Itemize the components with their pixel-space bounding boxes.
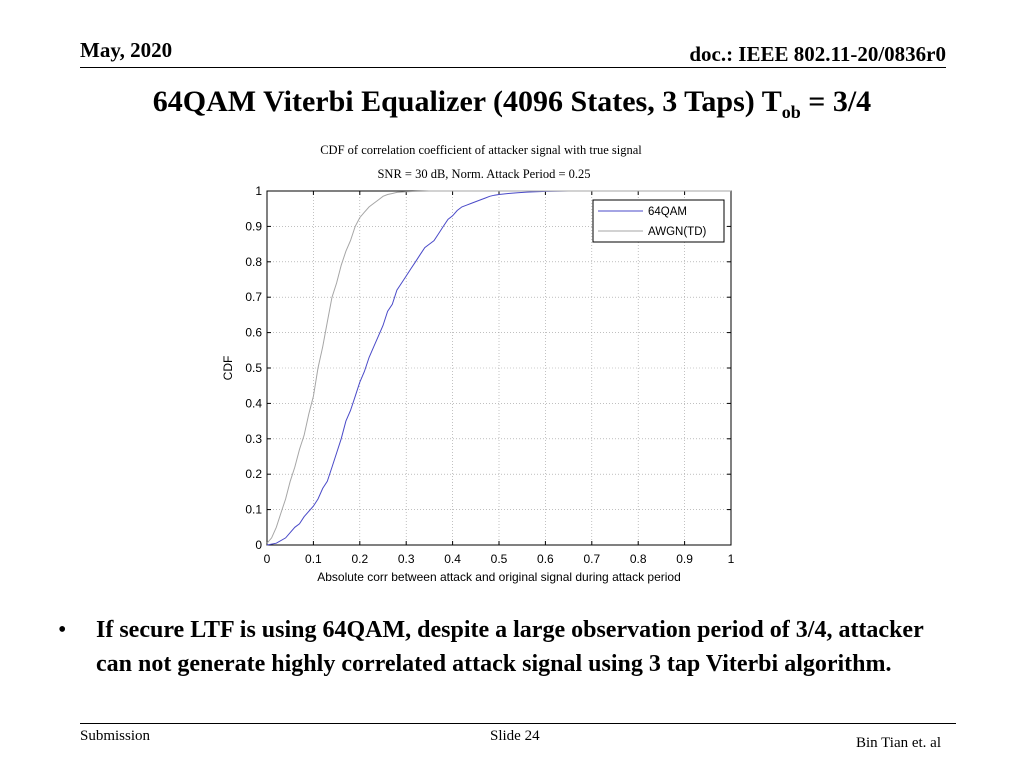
y-tick-label: 1: [255, 184, 262, 198]
header-date: May, 2020: [80, 38, 173, 62]
slide-title: 64QAM Viterbi Equalizer (4096 States, 3 …: [0, 85, 1024, 123]
chart-grid: [267, 191, 731, 545]
y-tick-label: 0: [255, 538, 262, 552]
chart-legend: 64QAM AWGN(TD): [592, 199, 725, 243]
bullet-text: If secure LTF is using 64QAM, despite a …: [96, 617, 924, 677]
footer-slide-number: Slide 24: [490, 728, 540, 744]
chart-title: CDF of correlation coefficient of attack…: [320, 143, 642, 157]
chart-series: [266, 190, 731, 546]
y-tick-label: 0.2: [245, 467, 262, 481]
series-line-64qam: [266, 190, 731, 546]
x-tick-label: 0.8: [630, 552, 647, 566]
y-tick-label: 0.5: [245, 361, 262, 375]
x-tick-label: 0.6: [537, 552, 554, 566]
y-axis-label: CDF: [221, 356, 235, 381]
slide-title-tail: = 3/4: [800, 85, 872, 118]
x-tick-label: 0.9: [676, 552, 693, 566]
chart-ticks: 0 0.1 0.2 0.3 0.4 0.5 0.6 0.7 0.8 0.9 1 0 0.1 0.2 0.3 0…: [245, 184, 734, 566]
x-tick-label: 0.3: [398, 552, 415, 566]
y-tick-label: 0.3: [245, 432, 262, 446]
footer-author: Bin Tian et. al: [855, 735, 941, 751]
legend-label-awgn: AWGN(TD): [648, 226, 707, 238]
slide-title-subscript: ob: [781, 102, 801, 122]
x-tick-label: 0.2: [351, 552, 368, 566]
x-tick-label: 0.1: [305, 552, 322, 566]
x-tick-label: 1: [728, 552, 735, 566]
header-divider: [80, 67, 946, 68]
footer-divider: [80, 723, 956, 724]
header-doc-id: doc.: IEEE 802.11-20/0836r0: [689, 42, 946, 66]
bullet-point: • If secure LTF is using 64QAM, despite …: [58, 613, 958, 681]
x-tick-label: 0: [264, 552, 271, 566]
x-axis-label: Absolute corr between attack and origina…: [317, 570, 681, 584]
x-tick-label: 0.4: [444, 552, 461, 566]
x-tick-label: 0.7: [583, 552, 600, 566]
x-tick-label: 0.5: [491, 552, 508, 566]
y-tick-label: 0.8: [245, 255, 262, 269]
slide-title-main: 64QAM Viterbi Equalizer (4096 States, 3 …: [152, 85, 782, 118]
y-tick-label: 0.6: [245, 326, 262, 340]
footer-submission: Submission: [80, 728, 151, 744]
y-tick-label: 0.1: [245, 503, 262, 517]
legend-label-64qam: 64QAM: [648, 206, 687, 218]
y-tick-label: 0.4: [245, 396, 262, 410]
legend-box: [592, 199, 725, 243]
y-tick-label: 0.9: [245, 219, 262, 233]
series-line-awgn: [266, 190, 731, 544]
y-tick-label: 0.7: [245, 290, 262, 304]
bullet-symbol: •: [58, 617, 67, 643]
chart-subtitle: SNR = 30 dB, Norm. Attack Period = 0.25: [377, 167, 590, 181]
